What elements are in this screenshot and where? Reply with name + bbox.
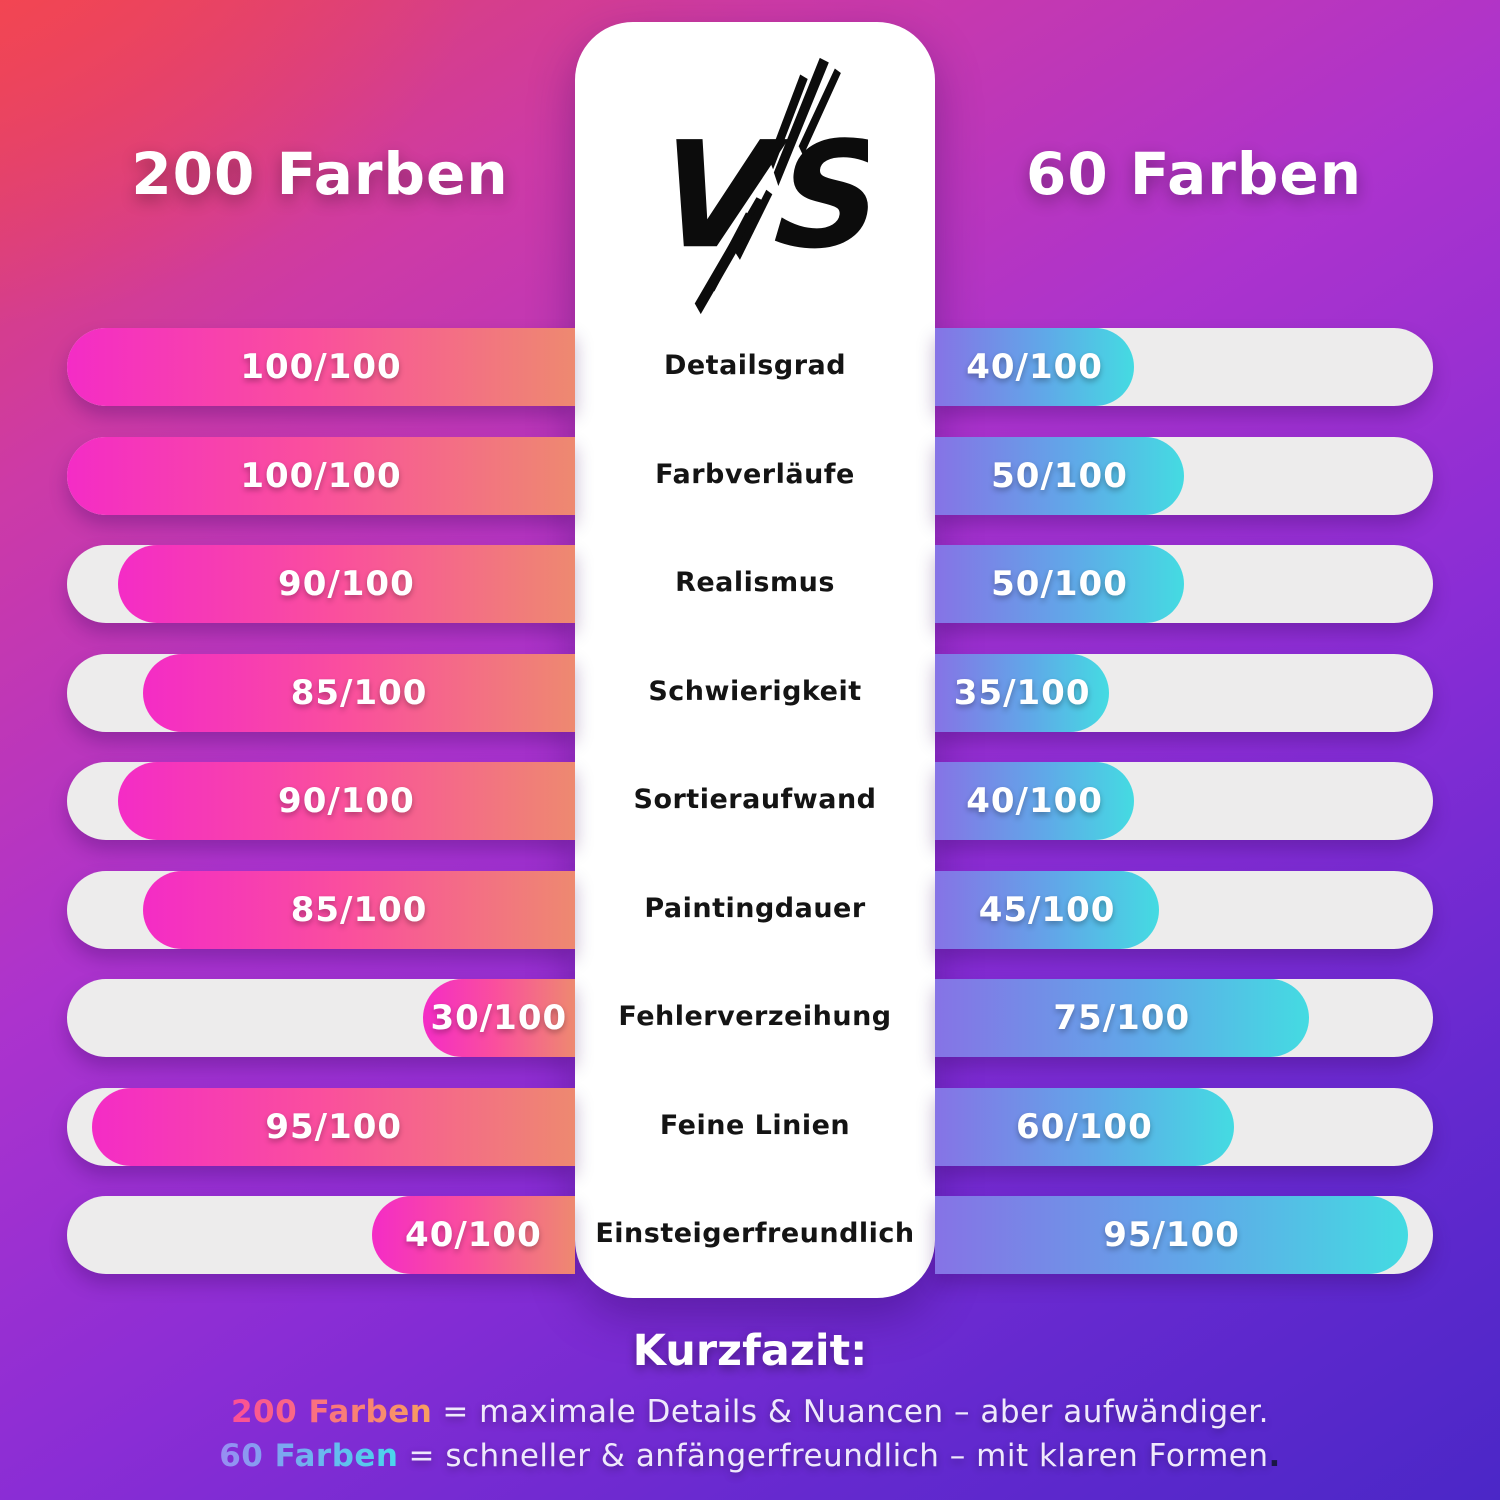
category-label: Detailsgrad <box>663 350 847 381</box>
vs-icon: VS <box>650 57 897 315</box>
conclusion-line-2-text: = schneller & anfängerfreundlich – mit k… <box>408 1438 1269 1474</box>
score-bar-fill: 60/100 <box>935 1088 1234 1166</box>
conclusion-line-2-period: . <box>1268 1438 1281 1474</box>
score-value: 100/100 <box>240 347 402 387</box>
score-value: 75/100 <box>1053 998 1191 1038</box>
score-bar-fill: 85/100 <box>143 654 575 732</box>
score-value: 85/100 <box>290 890 428 930</box>
score-bar-left: 85/100 <box>67 871 575 949</box>
score-value: 40/100 <box>405 1215 542 1255</box>
score-bar-right: 45/100 <box>935 871 1433 949</box>
score-bar-left: 85/100 <box>67 654 575 732</box>
score-bar-fill: 45/100 <box>935 871 1160 949</box>
score-bar-left: 90/100 <box>67 762 575 840</box>
highlight-60-farben: 60 Farben <box>219 1438 399 1474</box>
category-label: Schwierigkeit <box>648 676 862 707</box>
center-panel <box>575 22 935 1298</box>
score-bar-fill: 40/100 <box>371 1196 575 1274</box>
score-value: 30/100 <box>430 998 568 1038</box>
score-bar-fill: 90/100 <box>117 762 575 840</box>
score-bar-fill: 100/100 <box>67 328 575 406</box>
score-bar-right: 95/100 <box>935 1196 1433 1274</box>
category-label: Paintingdauer <box>644 893 866 924</box>
score-bar-left: 100/100 <box>67 437 575 515</box>
conclusion-line-1: 200 Farben = maximale Details & Nuancen –… <box>0 1394 1500 1430</box>
score-bar-left: 100/100 <box>67 328 575 406</box>
score-value: 35/100 <box>953 673 1091 713</box>
conclusion-heading: Kurzfazit: <box>632 1326 868 1376</box>
score-bar-fill: 95/100 <box>92 1088 575 1166</box>
score-value: 90/100 <box>278 781 415 821</box>
score-bar-right: 40/100 <box>935 762 1433 840</box>
score-value: 90/100 <box>278 564 415 604</box>
vs-logo: VS <box>642 52 897 320</box>
score-value: 50/100 <box>991 456 1128 496</box>
score-bar-fill: 95/100 <box>935 1196 1409 1274</box>
score-bar-right: 50/100 <box>935 545 1433 623</box>
score-bar-left: 95/100 <box>67 1088 575 1166</box>
score-value: 60/100 <box>1016 1107 1153 1147</box>
score-bar-fill: 30/100 <box>422 979 575 1057</box>
score-bar-left: 40/100 <box>67 1196 575 1274</box>
conclusion-line-2: 60 Farben = schneller & anfängerfreundlic… <box>0 1438 1500 1474</box>
score-value: 95/100 <box>265 1107 403 1147</box>
left-column-title: 200 Farben <box>131 140 509 208</box>
score-bar-left: 90/100 <box>67 545 575 623</box>
category-label: Einsteigerfreundlich <box>595 1218 915 1249</box>
score-bar-right: 35/100 <box>935 654 1433 732</box>
score-bar-fill: 100/100 <box>67 437 575 515</box>
highlight-200-farben: 200 Farben <box>230 1394 433 1430</box>
category-label: Farbverläufe <box>655 459 855 490</box>
category-label: Sortieraufwand <box>633 784 877 815</box>
score-bar-fill: 85/100 <box>143 871 575 949</box>
score-bar-left: 30/100 <box>67 979 575 1057</box>
score-bar-fill: 90/100 <box>117 545 575 623</box>
score-bar-fill: 35/100 <box>935 654 1110 732</box>
right-column-title: 60 Farben <box>1025 140 1362 208</box>
score-value: 45/100 <box>978 890 1116 930</box>
category-label: Feine Linien <box>659 1110 851 1141</box>
score-value: 40/100 <box>966 781 1103 821</box>
score-bar-fill: 50/100 <box>935 545 1184 623</box>
score-bar-fill: 50/100 <box>935 437 1184 515</box>
conclusion-line-1-text: = maximale Details & Nuancen – aber aufw… <box>442 1394 1270 1430</box>
score-value: 95/100 <box>1103 1215 1240 1255</box>
score-value: 85/100 <box>290 673 428 713</box>
score-bar-right: 50/100 <box>935 437 1433 515</box>
score-bar-fill: 40/100 <box>935 762 1135 840</box>
vs-letters: VS <box>650 110 868 282</box>
score-bar-fill: 75/100 <box>935 979 1309 1057</box>
score-value: 40/100 <box>966 347 1103 387</box>
category-label: Realismus <box>675 567 835 598</box>
score-bar-fill: 40/100 <box>935 328 1135 406</box>
score-value: 100/100 <box>240 456 402 496</box>
score-value: 50/100 <box>991 564 1128 604</box>
score-bar-right: 40/100 <box>935 328 1433 406</box>
score-bar-right: 75/100 <box>935 979 1433 1057</box>
score-bar-right: 60/100 <box>935 1088 1433 1166</box>
category-label: Fehlerverzeihung <box>618 1001 892 1032</box>
